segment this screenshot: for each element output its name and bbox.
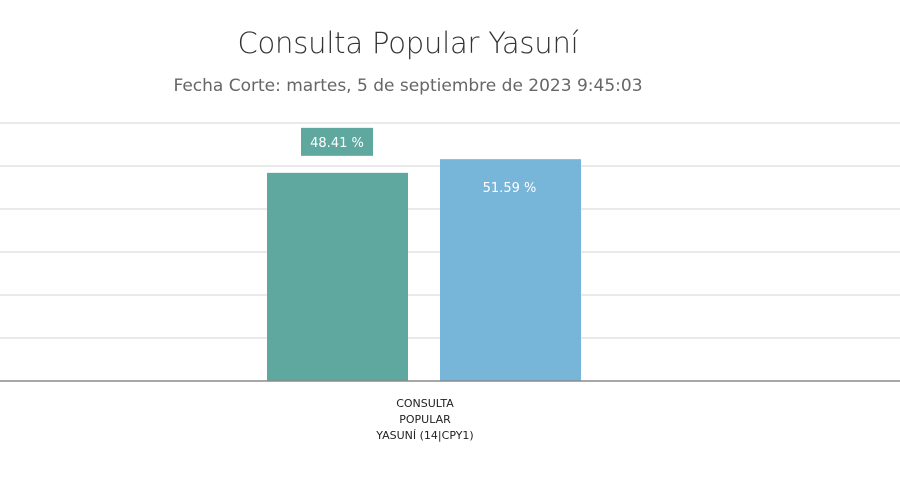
bars-group: 48.41 % 51.59 % — [267, 127, 581, 381]
x-category-line-3: YASUNÍ (14|CPY1) — [376, 429, 474, 442]
x-category-line-1: CONSULTA — [396, 397, 454, 410]
bar-1[interactable] — [267, 172, 408, 381]
chart-title: Consulta Popular Yasuní — [237, 26, 579, 60]
data-label-box-1 — [301, 127, 373, 156]
data-label-2: 51.59 % — [483, 181, 537, 196]
x-category-line-2: POPULAR — [399, 413, 451, 426]
bar-2[interactable] — [440, 159, 581, 381]
data-label-1: 48.41 % — [310, 136, 364, 151]
x-axis-category-label: CONSULTA POPULAR YASUNÍ (14|CPY1) — [355, 396, 495, 444]
chart-subtitle: Fecha Corte: martes, 5 de septiembre de … — [173, 76, 643, 96]
